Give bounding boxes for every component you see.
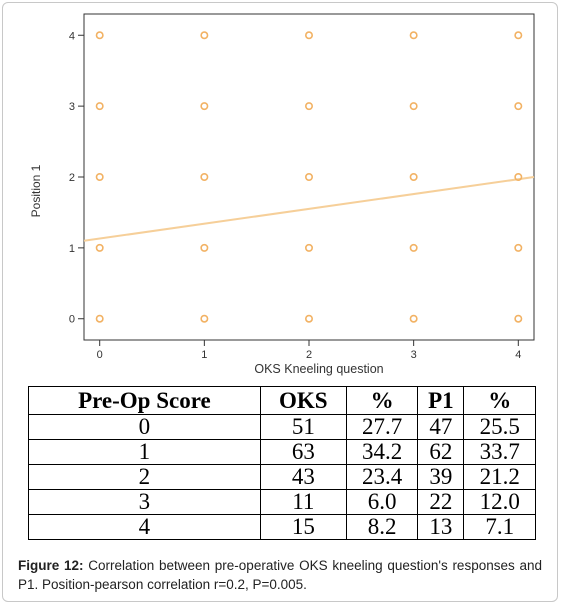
table-cell: 23.4 (345, 464, 419, 490)
data-point (409, 31, 418, 40)
data-point (409, 173, 418, 182)
table-cell: 11 (259, 489, 347, 515)
score-table: Pre-Op Score OKS % P1 % 0 51 27.7 47 25.… (28, 386, 536, 540)
data-point (514, 314, 523, 323)
table-cell: 4 (28, 514, 261, 540)
table-cell: 12.0 (463, 489, 536, 515)
table-row: 1 63 34.2 62 33.7 (28, 439, 536, 465)
header-oks: OKS (259, 386, 347, 415)
data-point (200, 173, 209, 182)
fit-line (83, 176, 535, 242)
data-point (514, 31, 523, 40)
data-point (200, 243, 209, 252)
data-point (95, 243, 104, 252)
data-point (304, 314, 313, 323)
table-cell: 22 (417, 489, 465, 515)
table-cell: 33.7 (463, 439, 536, 465)
table-cell: 39 (417, 464, 465, 490)
header-p1-percent: % (463, 386, 536, 415)
table-cell: 3 (28, 489, 261, 515)
table-cell: 27.7 (345, 414, 419, 440)
caption-text: Correlation between pre-operative OKS kn… (18, 558, 542, 592)
table-header-row: Pre-Op Score OKS % P1 % (28, 386, 536, 415)
table-cell: 51 (259, 414, 347, 440)
table-row: 0 51 27.7 47 25.5 (28, 414, 536, 440)
table-cell: 6.0 (345, 489, 419, 515)
figure-label: Figure 12: (18, 558, 84, 573)
x-tick-label: 2 (306, 349, 312, 361)
table-cell: 8.2 (345, 514, 419, 540)
table-row: 3 11 6.0 22 12.0 (28, 489, 536, 515)
table-row: 2 43 23.4 39 21.2 (28, 464, 536, 490)
table-cell: 43 (259, 464, 347, 490)
scatter-plot: 0 1 2 3 4 0 1 2 3 4 OKS Kneeling question Position … (29, 13, 535, 376)
table-cell: 13 (417, 514, 465, 540)
y-axis-title: Position 1 (29, 164, 43, 217)
x-tick-label: 1 (201, 349, 207, 361)
x-axis-title: OKS Kneeling question (254, 362, 383, 376)
table-cell: 2 (28, 464, 261, 490)
table-cell: 63 (259, 439, 347, 465)
header-p1: P1 (417, 386, 465, 415)
header-pre-op-score: Pre-Op Score (28, 386, 261, 415)
data-point (304, 243, 313, 252)
table-row: 4 15 8.2 13 7.1 (28, 514, 536, 540)
data-point (514, 243, 523, 252)
y-tick-label: 2 (69, 172, 75, 184)
y-tick-label: 4 (69, 30, 75, 42)
table-cell: 0 (28, 414, 261, 440)
data-point (95, 31, 104, 40)
y-tick-label: 1 (69, 243, 75, 255)
data-point (95, 102, 104, 111)
plot-frame (83, 13, 535, 341)
table-cell: 25.5 (463, 414, 536, 440)
data-point (200, 31, 209, 40)
y-tick-label: 3 (69, 101, 75, 113)
data-point (95, 314, 104, 323)
table-cell: 15 (259, 514, 347, 540)
data-point (409, 102, 418, 111)
data-point (409, 243, 418, 252)
data-point (514, 173, 523, 182)
header-oks-percent: % (345, 386, 419, 415)
x-tick-label: 0 (97, 349, 103, 361)
table-cell: 47 (417, 414, 465, 440)
table-cell: 21.2 (463, 464, 536, 490)
table-cell: 1 (28, 439, 261, 465)
data-point (95, 173, 104, 182)
data-point (409, 314, 418, 323)
table-cell: 7.1 (463, 514, 536, 540)
y-tick-label: 0 (69, 314, 75, 326)
data-point (200, 102, 209, 111)
data-point (304, 173, 313, 182)
table-cell: 62 (417, 439, 465, 465)
table-cell: 34.2 (345, 439, 419, 465)
figure-caption: Figure 12: Correlation between pre-opera… (18, 556, 542, 594)
data-point (304, 31, 313, 40)
data-point (200, 314, 209, 323)
data-point (304, 102, 313, 111)
x-tick-label: 4 (515, 349, 521, 361)
x-tick-label: 3 (411, 349, 417, 361)
data-point (514, 102, 523, 111)
